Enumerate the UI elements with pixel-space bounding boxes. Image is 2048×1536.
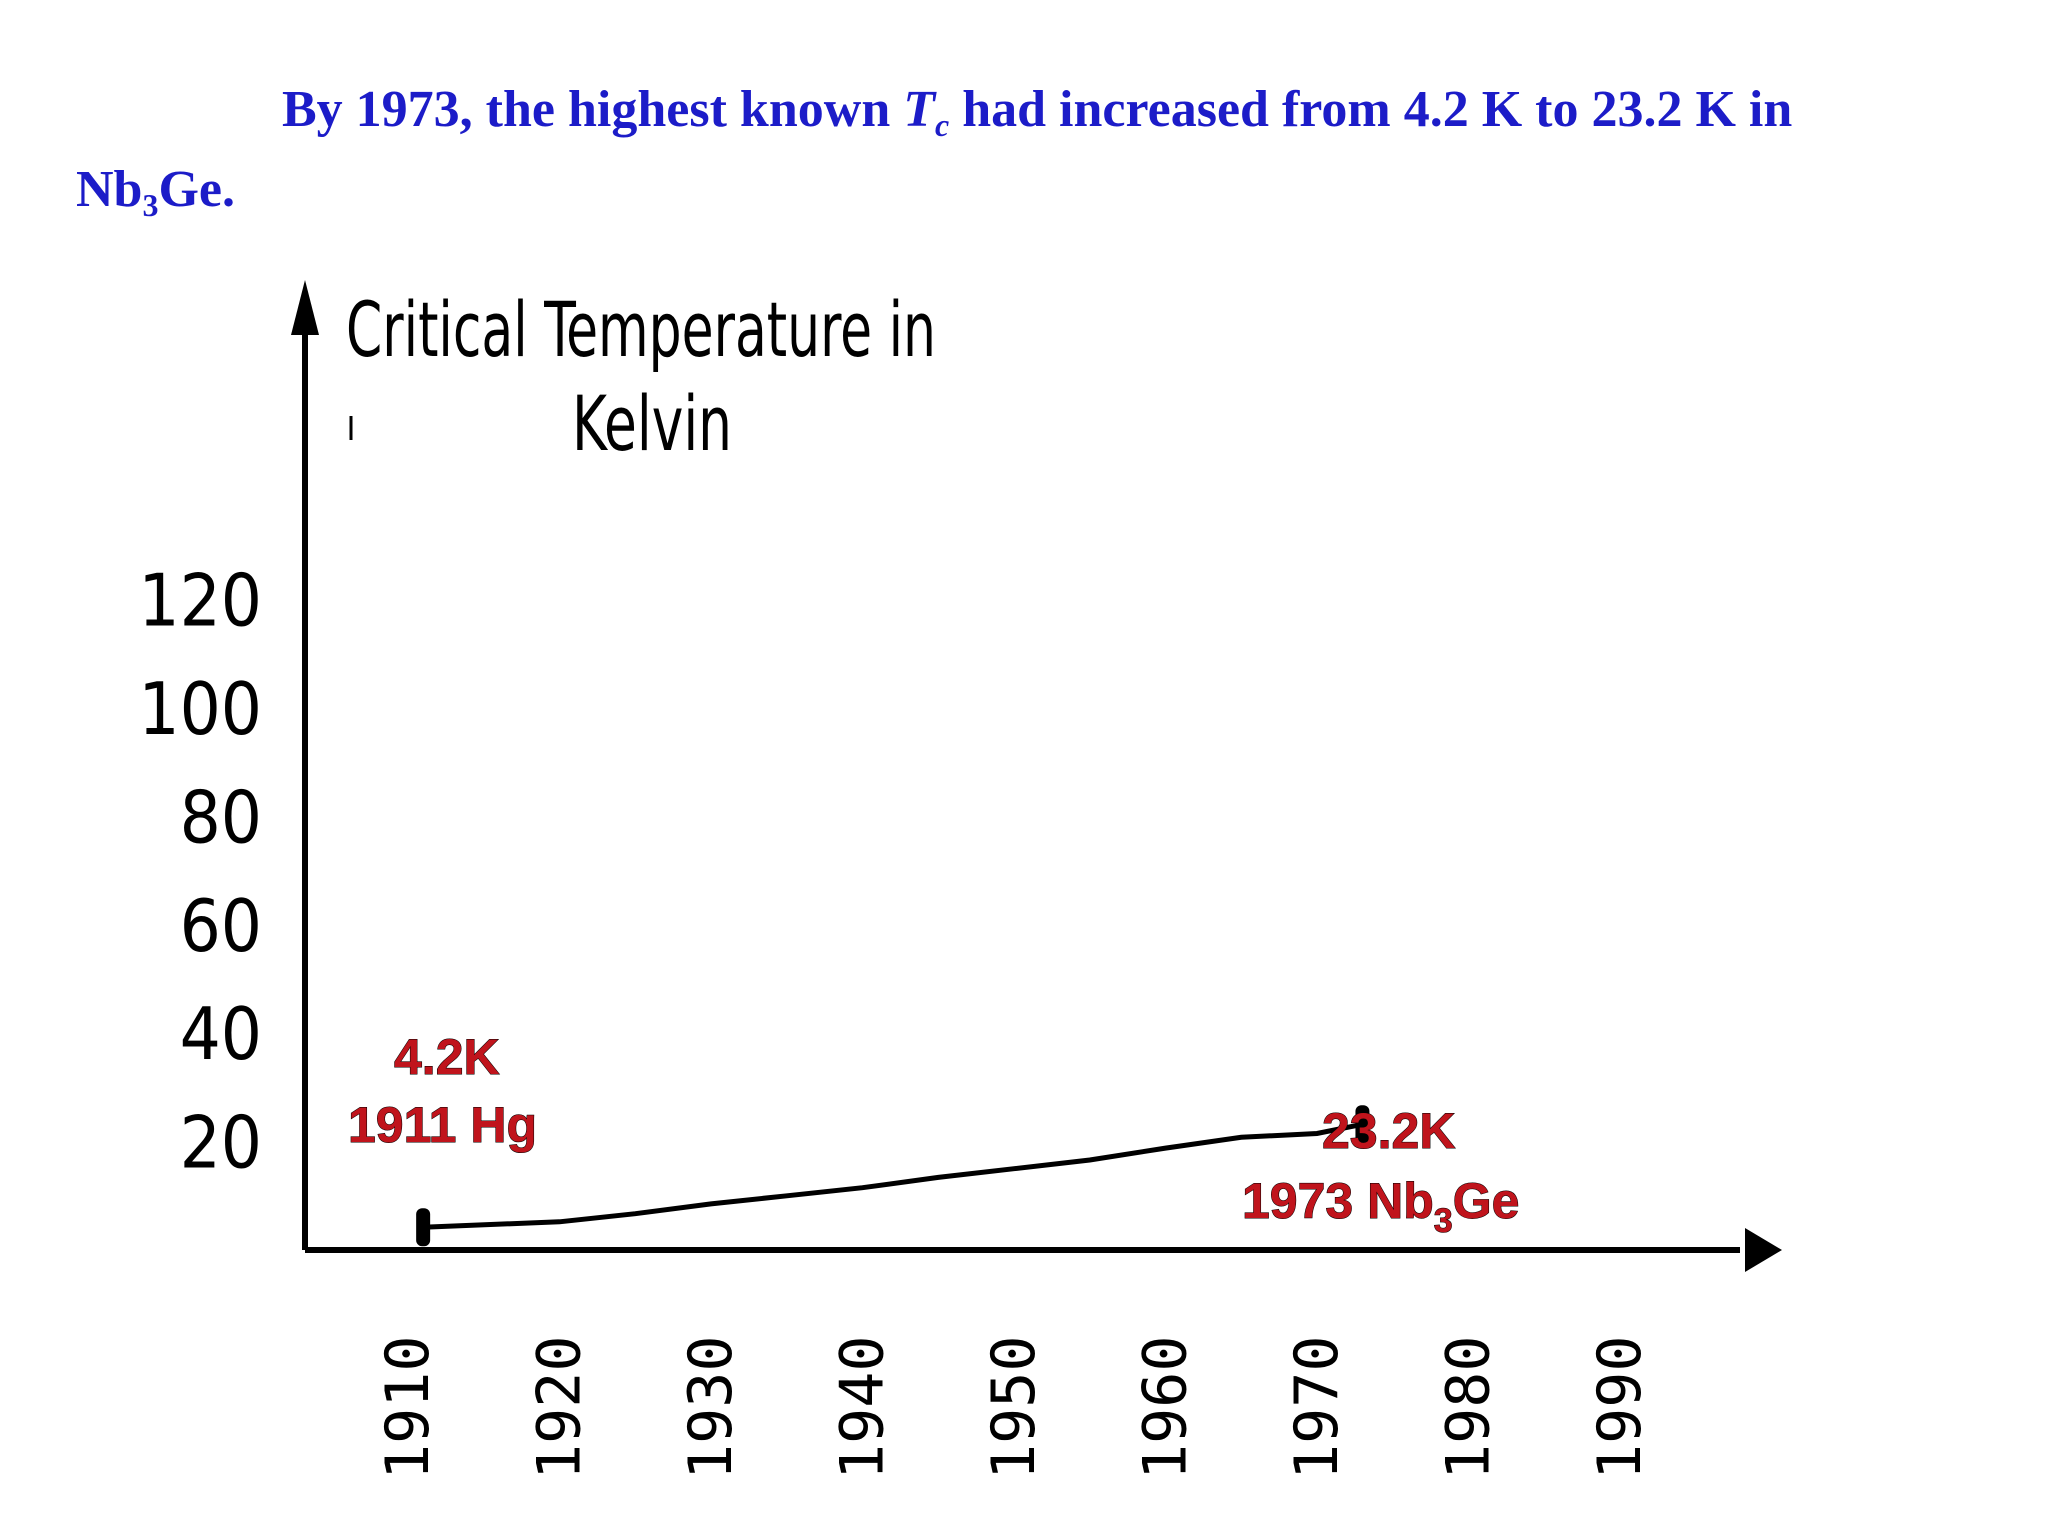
y-tick-label: 100: [138, 667, 262, 751]
data-series: [416, 1105, 1370, 1247]
x-tick-label: 1970: [1282, 1336, 1352, 1481]
x-axis-arrow-icon: [1745, 1228, 1782, 1272]
x-tick-label: 1960: [1131, 1336, 1201, 1481]
headline-part1: By 1973, the highest known: [282, 81, 904, 138]
chart-axes: [291, 280, 1782, 1272]
y-axis-title-line2: Kelvin: [572, 379, 732, 468]
formula-tail: Ge.: [158, 161, 236, 218]
x-tick-label: 1950: [979, 1336, 1049, 1481]
series-line: [423, 1121, 1363, 1230]
annotation-nb3ge-value: 23.2K: [1322, 1103, 1455, 1159]
annotation-nb3ge-label: 1973 Nb3Ge: [1242, 1173, 1519, 1240]
slide-headline: By 1973, the highest known Tc had increa…: [76, 70, 1976, 230]
headline-part2: had increased from 4.2 K to 23.2 K in: [949, 81, 1793, 138]
annotation-nb3ge-tail: Ge: [1453, 1173, 1520, 1229]
annotation-hg-value: 4.2K: [394, 1029, 500, 1085]
y-tick-label: 80: [180, 775, 262, 859]
tc-symbol: T: [903, 81, 935, 138]
annotation-hg-label: 1911 Hg: [348, 1097, 537, 1153]
y-axis-arrow-icon: [291, 280, 319, 335]
annotation-nb3ge-main: 1973 Nb: [1242, 1173, 1434, 1229]
data-annotations: 4.2K 1911 Hg 23.2K 1973 Nb3Ge: [348, 1029, 1520, 1241]
y-tick-label: 60: [180, 884, 262, 968]
x-tick-labels: 1910 1920 1930 1940 1950 1960 1970 1980 1990: [373, 1336, 1655, 1481]
x-tick-label: 1920: [525, 1336, 595, 1481]
tc-subscript: c: [935, 107, 950, 143]
x-tick-label: 1910: [373, 1336, 443, 1481]
y-tick-label: 40: [180, 992, 262, 1076]
x-tick-label: 1990: [1585, 1336, 1655, 1481]
x-tick-label: 1940: [828, 1336, 898, 1481]
formula-main: Nb: [76, 161, 143, 218]
y-tick-labels: 20 40 60 80 100 120: [138, 559, 262, 1185]
y-tick-label: 120: [138, 559, 262, 643]
formula-sub: 3: [142, 187, 159, 223]
x-tick-label: 1930: [676, 1336, 746, 1481]
x-tick-label: 1980: [1434, 1336, 1504, 1481]
annotation-nb3ge-sub: 3: [1434, 1202, 1453, 1240]
y-tick-label: 20: [180, 1101, 262, 1185]
y-axis-title-line1: Critical Temperature in: [346, 285, 936, 374]
data-point-marker: [416, 1208, 431, 1247]
data-point-marker: [1355, 1105, 1370, 1144]
